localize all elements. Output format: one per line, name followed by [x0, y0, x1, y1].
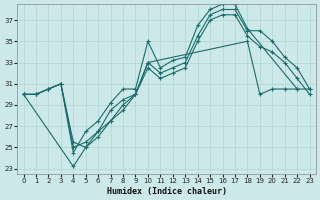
X-axis label: Humidex (Indice chaleur): Humidex (Indice chaleur): [107, 187, 227, 196]
